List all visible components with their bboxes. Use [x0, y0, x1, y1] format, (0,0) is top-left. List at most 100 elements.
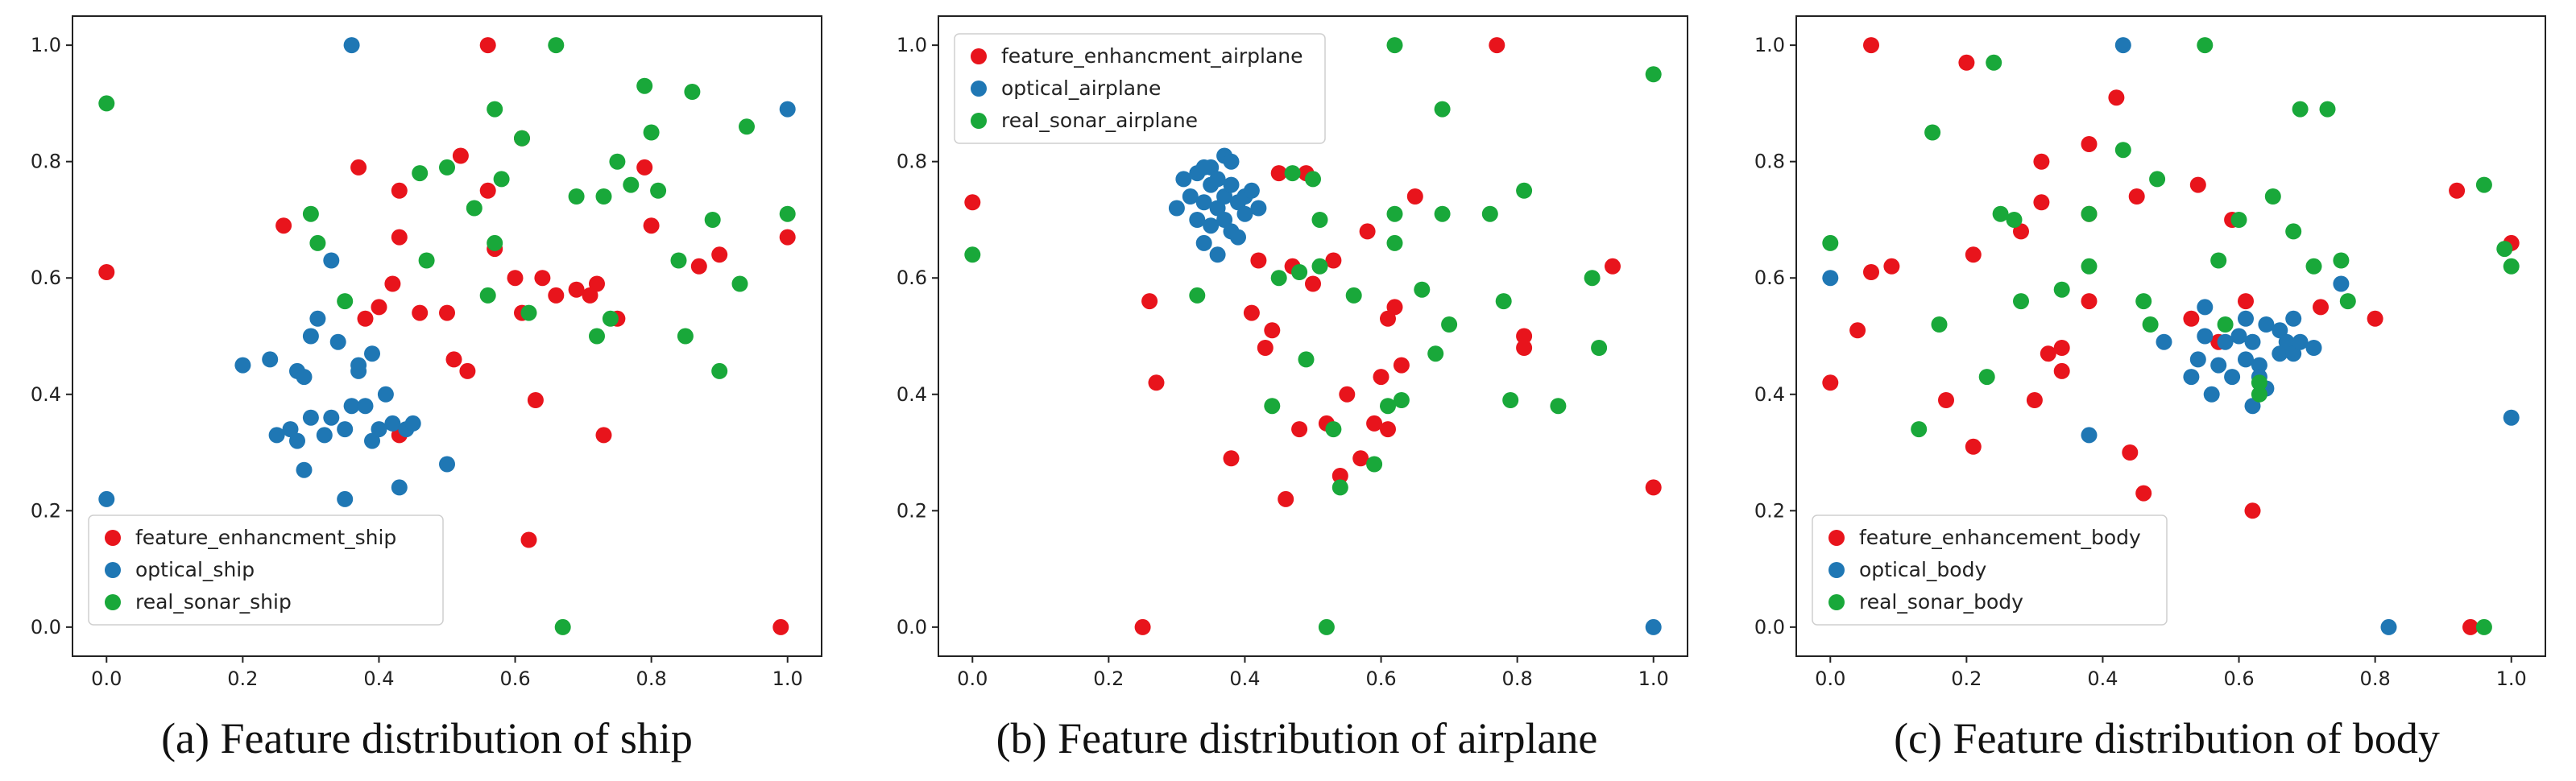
data-point [2013, 223, 2029, 240]
data-point [2503, 258, 2520, 275]
data-point [2251, 357, 2267, 374]
data-point [609, 153, 626, 170]
data-point [1331, 468, 1348, 484]
data-point [2217, 316, 2234, 333]
data-point [2197, 299, 2214, 316]
data-point [2272, 345, 2288, 362]
data-point [2224, 369, 2241, 386]
data-point [1645, 618, 1662, 635]
data-point [1209, 171, 1226, 188]
y-tick-label: 0.8 [897, 151, 927, 173]
y-tick-label: 0.8 [31, 151, 61, 173]
data-point [779, 229, 796, 246]
legend-label: feature_enhancment_ship [135, 526, 396, 549]
data-point [2183, 369, 2200, 386]
data-point [1978, 369, 1995, 386]
data-point [2210, 252, 2227, 269]
y-tick-label: 0.4 [31, 383, 61, 406]
data-point [636, 77, 653, 94]
data-point [2081, 293, 2098, 310]
data-point [1189, 212, 1206, 228]
data-point [690, 258, 707, 275]
data-point [309, 310, 326, 327]
data-point [98, 264, 115, 280]
data-point [302, 205, 319, 222]
data-point [2135, 485, 2152, 502]
data-point [2108, 89, 2125, 106]
data-point [1243, 182, 1260, 199]
data-point [1195, 159, 1212, 176]
y-tick-label: 0.6 [897, 267, 927, 289]
data-point [364, 345, 380, 362]
legend-box [1812, 514, 2168, 626]
data-point [1386, 234, 1403, 251]
data-point [2475, 176, 2492, 193]
x-tick-label: 1.0 [2496, 667, 2527, 690]
data-point [1345, 287, 1362, 304]
data-point [2496, 241, 2513, 258]
data-point [1495, 293, 1512, 310]
data-point [391, 479, 408, 496]
data-point [439, 304, 455, 321]
legend-marker [971, 48, 987, 64]
data-point [418, 252, 435, 269]
data-point [1291, 421, 1308, 438]
axes-frame [1795, 15, 2546, 657]
data-point [650, 182, 667, 199]
data-point [275, 217, 292, 234]
y-tick-label: 1.0 [897, 34, 927, 56]
data-point [2292, 101, 2309, 118]
data-point [2053, 362, 2070, 379]
data-point [520, 531, 537, 548]
data-point [357, 310, 374, 327]
data-point [520, 304, 537, 321]
data-point [1393, 357, 1410, 374]
x-tick-label: 0.2 [227, 667, 258, 690]
legend-label: optical_ship [135, 558, 255, 581]
data-point [1223, 176, 1240, 193]
y-tick-label: 0.6 [1754, 267, 1785, 289]
data-point [1550, 398, 1567, 415]
data-point [2244, 502, 2261, 519]
scatter-panel-ship: 0.0 0.2 0.4 0.6 0.8 1.0 0.0 0.2 0.4 0.6 0.8 1.0 feat… [31, 15, 822, 762]
data-point [439, 456, 455, 473]
data-point [2183, 310, 2200, 327]
x-tick-label: 0.6 [2223, 667, 2254, 690]
data-point [1352, 450, 1369, 467]
data-point [493, 171, 510, 188]
y-tick-label: 0.2 [897, 499, 927, 522]
data-point [323, 252, 340, 269]
data-point [1822, 270, 1839, 287]
data-point [1822, 374, 1839, 391]
data-point [2285, 223, 2302, 240]
data-point [1393, 392, 1410, 408]
data-point [1175, 171, 1192, 188]
figure-caption: (b) Feature distribution of airplane [996, 714, 1598, 762]
data-point [1441, 316, 1458, 333]
data-point [1965, 438, 1982, 455]
data-point [2367, 310, 2383, 327]
x-tick-label: 0.6 [1365, 667, 1396, 690]
data-point [2238, 351, 2254, 368]
data-point [2114, 142, 2131, 159]
data-point [1938, 392, 1954, 408]
data-point [1373, 369, 1389, 386]
x-tick-label: 0.4 [1229, 667, 1260, 690]
data-point [548, 37, 565, 54]
data-point [1182, 188, 1199, 205]
data-point [2217, 333, 2234, 350]
data-point [337, 421, 354, 438]
series-2 [964, 37, 1662, 635]
data-point [2251, 374, 2267, 391]
data-point [412, 165, 429, 182]
data-point [779, 101, 796, 118]
data-point [1298, 351, 1315, 368]
data-point [2503, 409, 2520, 426]
data-point [391, 182, 408, 199]
data-point [1134, 618, 1151, 635]
data-point [1822, 234, 1839, 251]
x-tick-label: 0.0 [91, 667, 122, 690]
data-point [302, 409, 319, 426]
series-2 [98, 37, 796, 635]
data-point [1148, 374, 1165, 391]
